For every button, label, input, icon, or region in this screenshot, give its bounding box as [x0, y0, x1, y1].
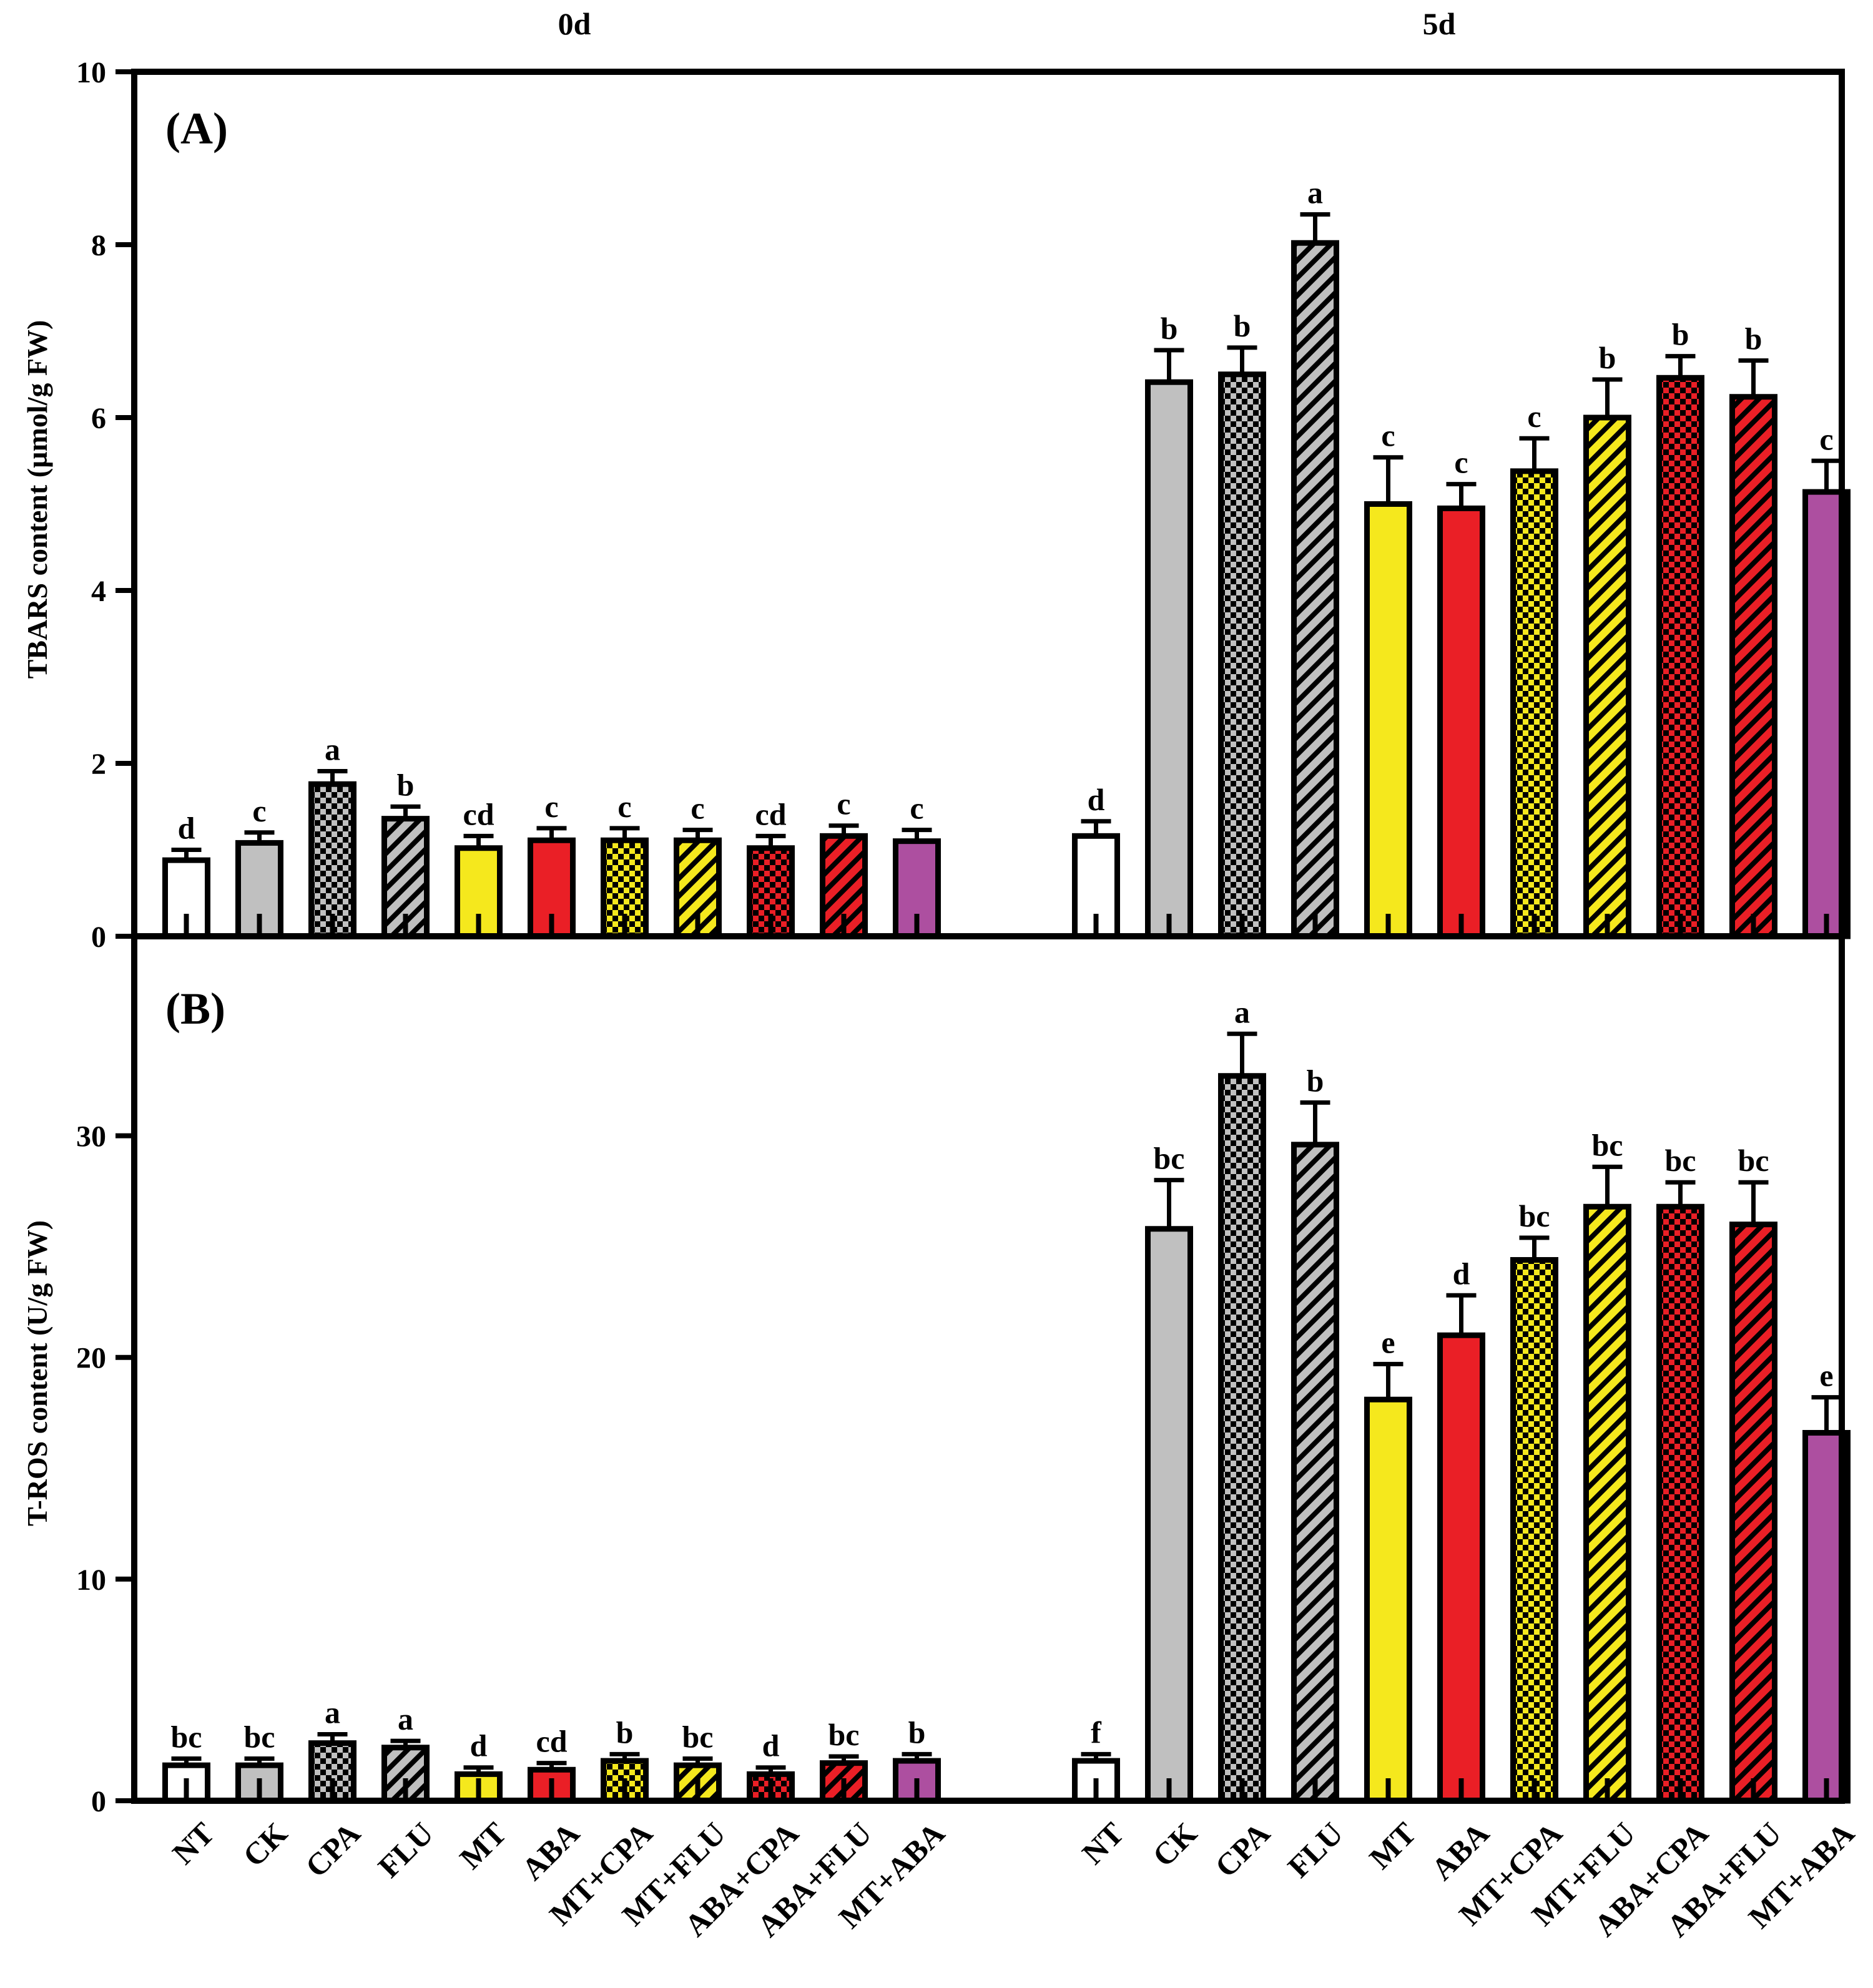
- panel-b-label: (B): [165, 984, 225, 1034]
- significance-letter: c: [617, 789, 631, 824]
- significance-letter: c: [1819, 421, 1833, 456]
- bar-pattern: [1513, 471, 1556, 936]
- significance-letter: d: [1088, 782, 1105, 817]
- significance-letter: cd: [755, 796, 787, 831]
- x-tick-label: FLU: [1281, 1816, 1349, 1884]
- significance-letter: c: [1381, 418, 1395, 453]
- y-tick-label: 10: [76, 56, 106, 89]
- significance-letter: b: [1745, 321, 1762, 356]
- significance-letter: bc: [682, 1720, 714, 1755]
- significance-letter: a: [325, 732, 340, 766]
- bar-pattern: [311, 784, 354, 936]
- x-tick-label: MT: [1362, 1816, 1423, 1876]
- significance-letter: d: [762, 1728, 780, 1763]
- x-tick-label: CK: [1146, 1816, 1204, 1874]
- y-tick-label: 0: [91, 1785, 106, 1818]
- significance-letter: c: [1454, 445, 1468, 480]
- significance-letter: bc: [244, 1720, 275, 1755]
- bar-5d-mt: [1367, 1399, 1410, 1801]
- bar-pattern: [1732, 396, 1775, 936]
- bar-pattern: [1294, 243, 1337, 937]
- significance-letter: bc: [1519, 1198, 1550, 1233]
- x-tick-label: NT: [1075, 1816, 1131, 1871]
- significance-letter: cd: [536, 1724, 568, 1759]
- significance-letter: bc: [1738, 1143, 1769, 1178]
- bar-5d-aba: [1440, 1335, 1483, 1801]
- significance-letter: bc: [171, 1720, 202, 1755]
- significance-letter: bc: [1665, 1143, 1696, 1178]
- significance-letter: c: [691, 791, 704, 826]
- bar-pattern: [1221, 374, 1264, 936]
- x-tick-label: CPA: [298, 1816, 367, 1884]
- significance-letter: cd: [463, 796, 494, 831]
- x-tick-label: CK: [236, 1816, 294, 1874]
- significance-letter: c: [837, 786, 850, 821]
- x-tick-label: MT: [453, 1816, 513, 1876]
- x-tick-label: CPA: [1208, 1816, 1277, 1884]
- y-tick-label: 0: [91, 921, 106, 954]
- significance-letter: c: [910, 791, 923, 826]
- y-tick-label: 20: [76, 1342, 106, 1375]
- bar-5d-ck: [1148, 382, 1191, 936]
- plot-frame: [131, 933, 1845, 1804]
- significance-letter: b: [1161, 311, 1178, 346]
- significance-letter: a: [1307, 175, 1323, 210]
- bar-pattern: [1659, 378, 1702, 936]
- significance-letter: bc: [1592, 1127, 1623, 1162]
- significance-letter: c: [252, 793, 266, 828]
- bar-5d-aba: [1440, 508, 1483, 936]
- group-label-0d: 0d: [558, 6, 591, 41]
- significance-letter: b: [1672, 317, 1689, 352]
- significance-letter: d: [178, 811, 195, 846]
- bar-5d-mt: [1367, 504, 1410, 936]
- panel-b-ylabel: T-ROS content (U/g FW): [21, 1220, 53, 1526]
- significance-letter: a: [398, 1702, 413, 1736]
- panel-a-tbars: (A) TBARS content (µmol/g FW) 0 2 4 6 8 10 d c a…: [21, 56, 1851, 954]
- y-tick-label: 2: [91, 748, 106, 781]
- significance-letter: c: [544, 789, 558, 824]
- significance-letter: a: [325, 1695, 340, 1730]
- y-tick-label: 8: [91, 229, 106, 262]
- panel-a-label: (A): [165, 104, 228, 154]
- group-label-5d: 5d: [1423, 6, 1456, 41]
- bar-pattern: [1586, 1207, 1629, 1801]
- bar-pattern: [1513, 1260, 1556, 1801]
- significance-letter: c: [1527, 399, 1541, 434]
- bar-pattern: [1659, 1207, 1702, 1801]
- x-axis-labels: NT CK CPA FLU MT ABAMT+CPAMT+FLUABA+CPAABA+FL…: [165, 1816, 1861, 1944]
- bar-pattern: [1586, 418, 1629, 936]
- significance-letter: b: [1234, 308, 1251, 343]
- significance-letter: bc: [1154, 1141, 1185, 1176]
- bar-5d-ck: [1148, 1228, 1191, 1801]
- significance-letter: e: [1819, 1358, 1833, 1393]
- y-tick-label: 10: [76, 1564, 106, 1597]
- significance-letter: e: [1381, 1325, 1395, 1359]
- significance-letter: b: [616, 1715, 634, 1750]
- bar-pattern: [1221, 1075, 1264, 1801]
- y-tick-label: 6: [91, 402, 106, 435]
- bar-pattern: [1294, 1144, 1337, 1801]
- significance-letter: b: [1307, 1063, 1324, 1098]
- significance-letter: bc: [828, 1717, 860, 1752]
- panel-b-tros: (B) T-ROS content (U/g FW) 0 10 20 30 bc bc a a…: [21, 933, 1851, 1818]
- significance-letter: f: [1091, 1715, 1102, 1750]
- significance-letter: a: [1234, 994, 1250, 1029]
- bar-pattern: [1732, 1224, 1775, 1801]
- significance-letter: d: [470, 1728, 488, 1763]
- x-tick-label: FLU: [371, 1816, 440, 1884]
- x-tick-label: NT: [165, 1816, 221, 1871]
- significance-letter: d: [1453, 1256, 1470, 1291]
- panel-a-ylabel: TBARS content (µmol/g FW): [21, 320, 53, 679]
- significance-letter: b: [397, 767, 415, 802]
- significance-letter: b: [1599, 340, 1616, 375]
- significance-letter: b: [908, 1715, 926, 1750]
- y-tick-label: 4: [91, 575, 106, 608]
- y-tick-label: 30: [76, 1120, 106, 1153]
